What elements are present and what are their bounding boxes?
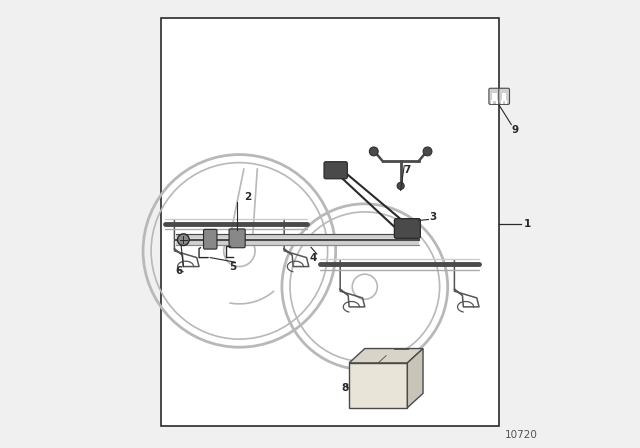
- Polygon shape: [407, 349, 423, 408]
- Text: 7: 7: [403, 165, 410, 175]
- Text: 3: 3: [429, 212, 436, 222]
- Circle shape: [177, 234, 189, 246]
- Bar: [502, 93, 506, 101]
- Polygon shape: [349, 349, 423, 363]
- Text: 6: 6: [175, 266, 182, 276]
- Circle shape: [397, 182, 404, 190]
- FancyBboxPatch shape: [229, 229, 245, 248]
- Text: 1: 1: [524, 219, 531, 229]
- FancyBboxPatch shape: [324, 162, 348, 179]
- Text: 4: 4: [310, 253, 317, 263]
- Circle shape: [423, 147, 432, 156]
- Text: 2: 2: [244, 192, 251, 202]
- FancyBboxPatch shape: [499, 88, 509, 104]
- Text: 8: 8: [341, 383, 348, 392]
- Polygon shape: [176, 234, 419, 245]
- Bar: [492, 93, 497, 101]
- Bar: [161, 18, 499, 426]
- FancyBboxPatch shape: [204, 229, 217, 249]
- Text: 9: 9: [511, 125, 518, 135]
- Text: 10720: 10720: [504, 430, 538, 440]
- Circle shape: [369, 147, 378, 156]
- FancyBboxPatch shape: [394, 219, 420, 238]
- Text: 5: 5: [229, 262, 236, 271]
- Bar: [349, 363, 407, 408]
- FancyBboxPatch shape: [489, 88, 500, 104]
